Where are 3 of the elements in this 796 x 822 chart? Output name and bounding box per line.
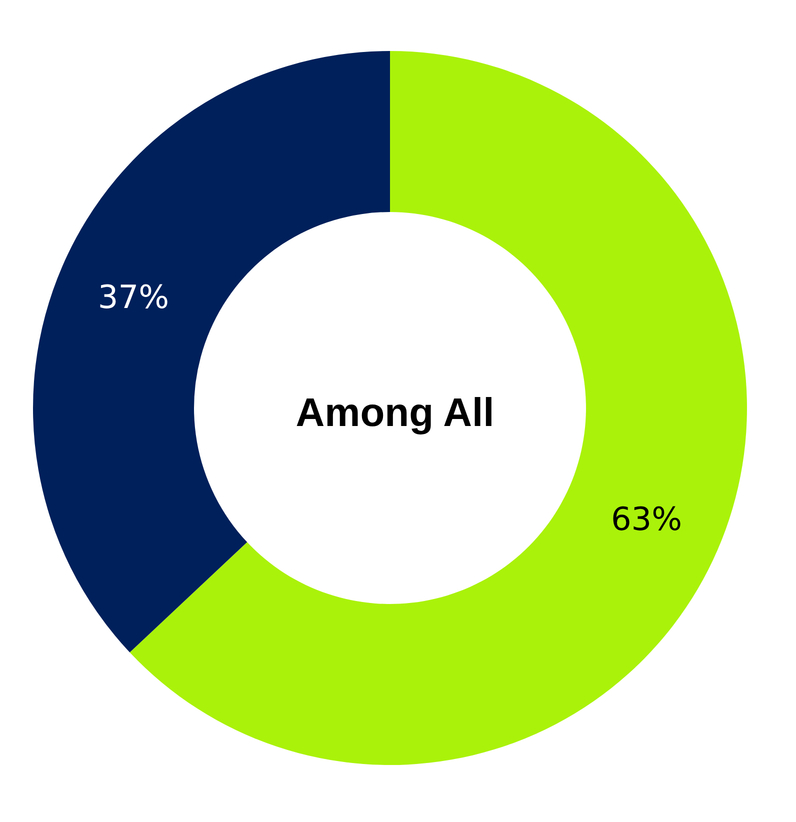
text: Among All [296,391,494,435]
data-label: 63% [610,500,682,538]
data-label: 37% [98,278,170,316]
